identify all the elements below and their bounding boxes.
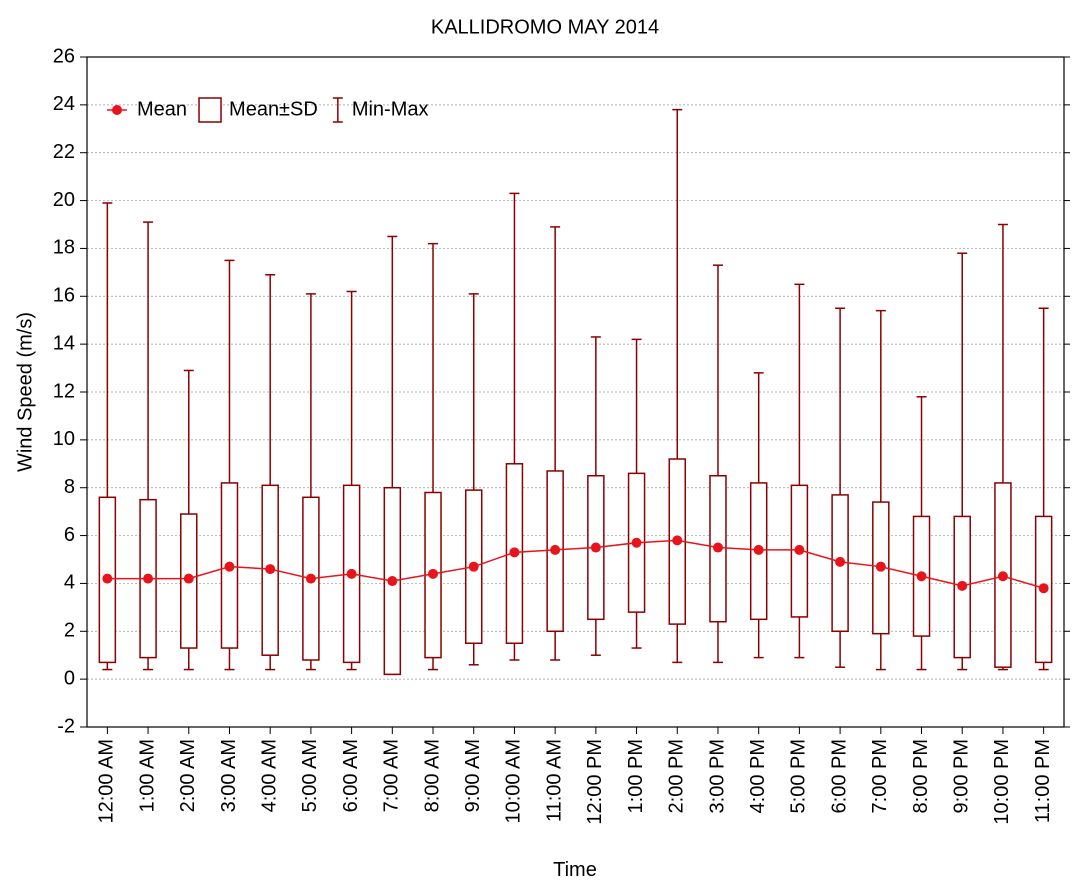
x-tick-label: 1:00 PM xyxy=(625,739,647,813)
mean-point xyxy=(346,568,357,579)
y-axis-label: Wind Speed (m/s) xyxy=(14,312,36,472)
mean-point xyxy=(794,544,805,555)
y-tick-label: 0 xyxy=(64,667,75,689)
x-tick-label: 10:00 PM xyxy=(991,739,1013,825)
x-tick-label: 8:00 PM xyxy=(910,739,932,813)
mean-point xyxy=(305,573,316,584)
mean-point xyxy=(997,571,1008,582)
mean-point xyxy=(183,573,194,584)
mean-point xyxy=(835,556,846,567)
y-tick-label: 18 xyxy=(53,237,75,259)
mean-point xyxy=(550,544,561,555)
x-tick-label: 5:00 AM xyxy=(299,739,321,812)
mean-point xyxy=(265,564,276,575)
mean-point xyxy=(957,580,968,591)
x-tick-label: 6:00 PM xyxy=(828,739,850,813)
x-tick-label: 1:00 AM xyxy=(136,739,158,812)
x-tick-label: 12:00 PM xyxy=(584,739,606,825)
x-tick-label: 3:00 AM xyxy=(218,739,240,812)
y-tick-label: 24 xyxy=(53,93,75,115)
x-tick-label: 12:00 AM xyxy=(96,739,118,824)
y-tick-label: 16 xyxy=(53,285,75,307)
y-tick-label: -2 xyxy=(57,715,75,737)
x-tick-label: 5:00 PM xyxy=(788,739,810,813)
y-tick-label: 10 xyxy=(53,428,75,450)
mean-point xyxy=(590,542,601,553)
y-tick-label: 2 xyxy=(64,620,75,642)
x-tick-label: 9:00 AM xyxy=(462,739,484,812)
y-tick-label: 8 xyxy=(64,476,75,498)
x-tick-label: 7:00 AM xyxy=(381,739,403,812)
x-tick-label: 2:00 AM xyxy=(177,739,199,812)
x-tick-label: 10:00 AM xyxy=(503,739,525,824)
x-tick-label: 6:00 AM xyxy=(340,739,362,812)
x-tick-label: 11:00 AM xyxy=(543,739,565,822)
mean-point xyxy=(387,576,398,587)
mean-point xyxy=(143,573,154,584)
x-tick-label: 3:00 PM xyxy=(706,739,728,813)
x-tick-label: 8:00 AM xyxy=(421,739,443,812)
x-tick-label: 11:00 PM xyxy=(1032,739,1054,823)
mean-point xyxy=(468,561,479,572)
x-axis-label: Time xyxy=(553,859,597,881)
y-tick-label: 26 xyxy=(53,45,75,67)
mean-point xyxy=(631,537,642,548)
y-tick-label: 4 xyxy=(64,572,75,594)
x-tick-label: 4:00 AM xyxy=(258,739,280,812)
mean-point xyxy=(102,573,113,584)
y-tick-label: 22 xyxy=(53,141,75,163)
x-tick-label: 9:00 PM xyxy=(951,739,973,813)
legend-label: Mean xyxy=(137,98,187,120)
mean-point xyxy=(1038,583,1049,594)
y-tick-label: 14 xyxy=(53,332,75,354)
legend-swatch xyxy=(198,97,222,123)
plot-frame xyxy=(86,56,1065,728)
legend-label: Min-Max xyxy=(352,98,429,120)
x-tick-label: 7:00 PM xyxy=(869,739,891,813)
y-tick-label: 20 xyxy=(53,189,75,211)
mean-point xyxy=(875,561,886,572)
y-tick-label: 6 xyxy=(64,524,75,546)
x-tick-label: 4:00 PM xyxy=(747,739,769,813)
mean-point xyxy=(753,544,764,555)
legend-label: Mean±SD xyxy=(229,98,318,120)
legend-swatch xyxy=(112,105,122,115)
mean-point xyxy=(509,547,520,558)
mean-point xyxy=(672,535,683,546)
chart-title: KALLIDROMO MAY 2014 xyxy=(431,16,659,38)
x-tick-label: 2:00 PM xyxy=(666,739,688,813)
mean-point xyxy=(428,568,439,579)
mean-point xyxy=(224,561,235,572)
y-tick-label: 12 xyxy=(53,380,75,402)
mean-point xyxy=(712,542,723,553)
mean-point xyxy=(916,571,927,582)
mean-line xyxy=(107,539,1044,589)
